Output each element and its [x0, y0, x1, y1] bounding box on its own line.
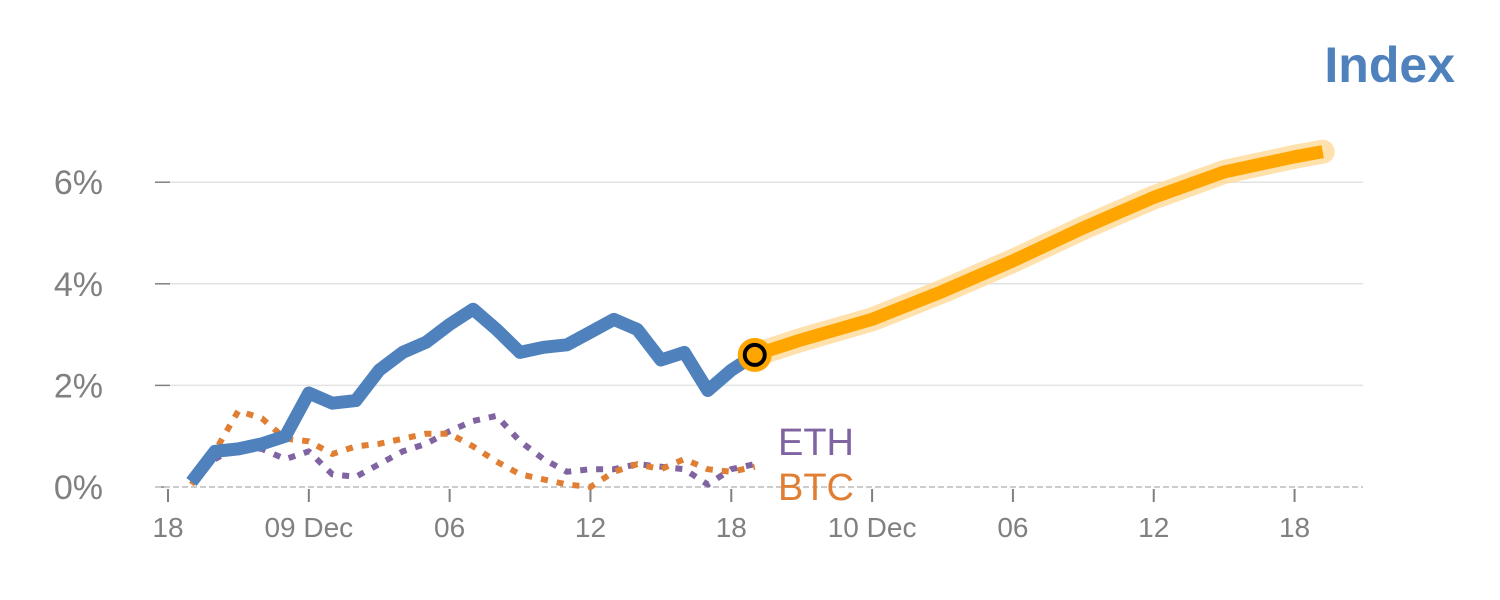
chart-title: Index: [1324, 37, 1455, 93]
series-forecast-line: [752, 145, 1324, 362]
x-tick-label: 18: [152, 512, 183, 543]
x-tick-label: 06: [997, 512, 1028, 543]
x-tick-label: 06: [434, 512, 465, 543]
legend-eth: ETH: [778, 422, 854, 464]
x-tick-label: 12: [575, 512, 606, 543]
series-index-line: [186, 302, 759, 486]
y-tick-label: 0%: [54, 469, 103, 507]
series-btc-line: [189, 407, 756, 490]
current-point-marker[interactable]: [737, 337, 772, 372]
series-eth-line: [189, 412, 756, 488]
x-tick-label: 18: [1279, 512, 1310, 543]
x-tick-label: 12: [1138, 512, 1169, 543]
current-point-ring: [742, 342, 767, 367]
x-tick-label: 10 Dec: [828, 512, 917, 543]
y-tick-label: 4%: [54, 266, 103, 304]
x-tick-label: 09 Dec: [264, 512, 353, 543]
y-tick-label: 2%: [54, 367, 103, 405]
legend-btc: BTC: [778, 467, 854, 509]
y-tick-label: 6%: [54, 164, 103, 202]
x-tick-label: 18: [716, 512, 747, 543]
